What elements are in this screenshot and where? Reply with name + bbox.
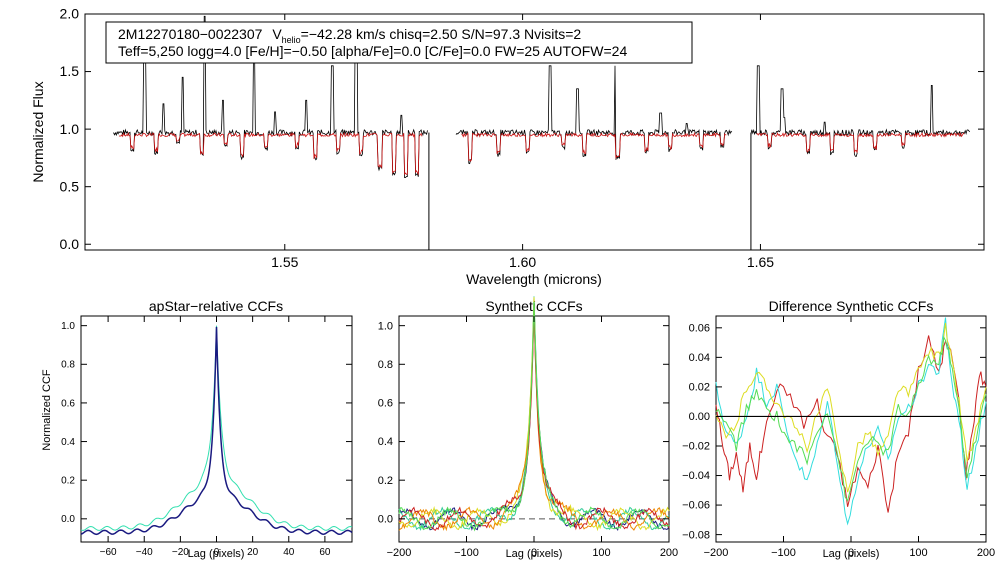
observed-spectrum-segment (750, 65, 971, 158)
apstar-ccf-xtick-label: 0 (214, 547, 220, 558)
apstar-ccf-lines (80, 325, 353, 536)
synthetic-ccf-curve (398, 297, 670, 532)
difference-ccf-xtick-label: 200 (977, 547, 995, 559)
spectrum-xtick-label: 1.65 (747, 254, 774, 270)
difference-ccf-curve (715, 335, 987, 502)
difference-ccf-xtick-label: 0 (848, 547, 854, 559)
velocity-subscript: helio (282, 35, 301, 45)
velocity-values: =−42.28 km/s chisq=2.50 S/N=97.3 Nvisits… (301, 26, 582, 42)
synthetic-ccf-curve (398, 301, 670, 531)
apstar-ccf-xtick-label: 40 (283, 547, 295, 558)
spectrum-lines (113, 15, 971, 250)
apstar-ccf-ytick-label: 0.0 (61, 514, 75, 525)
apstar-ccf-ytick-label: 0.6 (61, 398, 75, 409)
model-spectrum-segment (461, 132, 727, 162)
synthetic-ccf-xtick-label: −200 (387, 547, 412, 559)
difference-ccf-ytick-label: −0.02 (682, 441, 710, 453)
spectrum-ytick-label: 1.0 (60, 121, 80, 137)
spectrum-xlabel: Wavelength (microns) (466, 271, 602, 287)
synthetic-ccf-frame (398, 315, 670, 543)
synthetic-ccf-xtick-label: 200 (660, 547, 678, 559)
synthetic-ccf-panel: Synthetic CCFs −200 −100 0 100 2000.00.20.40… (378, 296, 678, 560)
observed-spectrum-segment (455, 65, 733, 165)
synthetic-ccf-lines (398, 296, 670, 532)
difference-ccf-xtick-label: 100 (909, 547, 927, 559)
star-id: 2M12270180−0022307 (118, 26, 263, 42)
difference-ccf-xtick-label: −200 (704, 547, 729, 559)
info-box (105, 21, 693, 64)
info-line-2: Teff=5,250 logg=4.0 [Fe/H]=−0.50 [alpha/… (118, 43, 627, 59)
spectrum-ticks: 1.55 1.60 1.65 0.0 0.5 1.0 1.5 2.0 (60, 6, 984, 270)
spectrum-xtick-label: 1.60 (509, 254, 536, 270)
model-spectrum-segment (756, 131, 965, 153)
spectrum-frame (84, 13, 985, 251)
spectrum-ytick-label: 1.5 (60, 63, 80, 79)
apstar-ccf-ytick-label: 0.8 (61, 360, 75, 371)
difference-ccf-ytick-label: −0.06 (682, 500, 710, 512)
synthetic-ccf-ytick-label: 1.0 (378, 320, 393, 332)
apstar-ccf-ytick-label: 1.0 (61, 321, 75, 332)
apstar-ccf-curve (80, 325, 353, 531)
apstar-ccf-xtick-label: −40 (136, 547, 153, 558)
difference-ccf-ytick-label: 0.04 (689, 352, 710, 364)
difference-ccf-ytick-label: 0.00 (689, 411, 710, 423)
synthetic-ccf-xtick-label: 0 (531, 547, 537, 559)
synthetic-ccf-ytick-label: 0.0 (378, 513, 393, 525)
apstar-ccf-xtick-label: −60 (100, 547, 117, 558)
synthetic-ccf-curve (398, 301, 670, 532)
apstar-ccf-ytick-label: 0.4 (61, 437, 75, 448)
spectrum-ytick-label: 0.0 (60, 236, 80, 252)
synthetic-ccf-ytick-label: 0.2 (378, 475, 393, 487)
synthetic-ccf-curve (398, 308, 670, 531)
synthetic-ccf-ticks: −200 −100 0 100 200 0.0 0.2 0.4 0.6 0.8 1.0 (378, 316, 678, 559)
spectrum-ytick-label: 2.0 (60, 6, 80, 22)
synthetic-ccf-ytick-label: 0.4 (378, 436, 393, 448)
apstar-ccf-ticks: −60 −40 −20 0 20 40 60 0.0 0.2 0.4 0.6 0.8 1.0 (61, 316, 352, 558)
synthetic-ccf-ytick-label: 0.8 (378, 359, 393, 371)
apstar-ccf-ytick-label: 0.2 (61, 476, 75, 487)
difference-ccf-ticks: −200 −100 0 100 200 −0.08 −0.06 −0.04 −0.02 0.00 0… (682, 316, 995, 559)
difference-ccf-curve (715, 317, 987, 526)
difference-ccf-xtick-label: −100 (771, 547, 796, 559)
difference-ccf-lines (715, 317, 987, 526)
apstar-ccf-xlabel: Lag (pixels) (188, 548, 245, 560)
apstar-ccf-curve (80, 326, 353, 536)
velocity-symbol: V (272, 26, 282, 42)
apstar-ccf-panel: apStar−relative CCFs −60 −40 −20 0 20 40 60 0.0… (41, 298, 353, 560)
synthetic-ccf-xtick-label: −100 (454, 547, 479, 559)
synthetic-ccf-ytick-label: 0.6 (378, 398, 393, 410)
spectrum-ylabel: Normalized Flux (30, 81, 46, 182)
difference-ccf-ytick-label: 0.06 (689, 322, 710, 334)
spectrum-ytick-label: 0.5 (60, 178, 80, 194)
spectrum-panel: 1.55 1.60 1.65 0.0 0.5 1.0 1.5 2.0 2M12270180−0… (30, 6, 985, 287)
difference-ccf-xlabel: Lag (pixels) (823, 548, 880, 560)
apstar-ccf-title: apStar−relative CCFs (149, 298, 283, 314)
difference-ccf-panel: Difference Synthetic CCFs −200 −100 0 100 20… (682, 298, 995, 560)
synthetic-ccf-xlabel: Lag (pixels) (506, 548, 563, 560)
apstar-ccf-xtick-label: 20 (247, 547, 259, 558)
difference-ccf-title: Difference Synthetic CCFs (769, 298, 934, 314)
difference-ccf-ytick-label: 0.02 (689, 382, 710, 394)
apstar-ccf-xtick-label: −20 (172, 547, 189, 558)
synthetic-ccf-curve (398, 296, 670, 531)
spectrum-xtick-label: 1.55 (271, 254, 298, 270)
difference-ccf-ytick-label: −0.04 (682, 470, 710, 482)
model-spectrum-segment (118, 131, 423, 176)
apstar-ccf-ylabel: Normalized CCF (41, 369, 53, 451)
difference-ccf-curve (715, 323, 987, 493)
difference-ccf-ytick-label: −0.08 (682, 529, 710, 541)
apstar-ccf-xtick-label: 60 (319, 547, 331, 558)
info-line-1: 2M12270180−0022307 Vhelio=−42.28 km/s ch… (118, 26, 581, 45)
synthetic-ccf-xtick-label: 100 (592, 547, 610, 559)
synthetic-ccf-curve (398, 310, 670, 532)
